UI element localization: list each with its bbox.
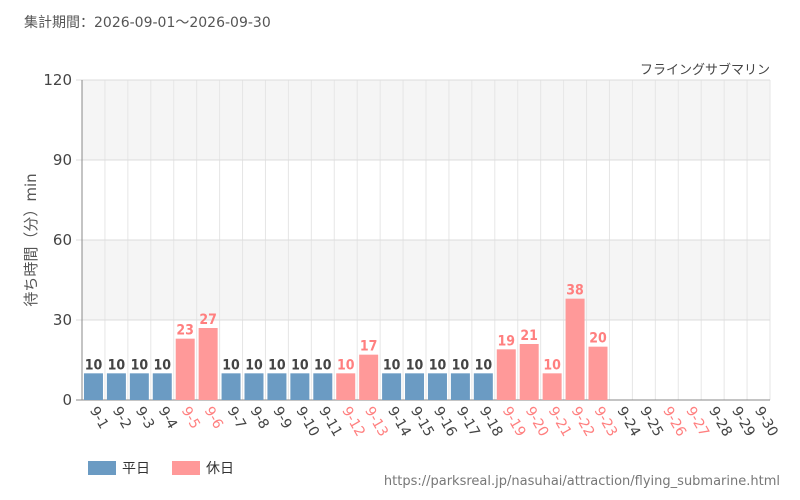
bar-value-label: 10 [406,357,424,373]
bar-value-label: 10 [475,357,493,373]
bar [565,298,585,400]
bar [336,373,356,400]
y-tick-label: 90 [53,151,72,169]
x-tick-label: 9-24 [613,404,643,440]
bar [290,373,310,400]
x-tick-label: 9-27 [682,404,712,440]
x-tick-label: 9-29 [728,404,758,440]
bar [427,373,447,400]
bar [405,373,425,400]
bar-value-label: 27 [199,312,217,328]
bar [221,373,241,400]
x-tick-label: 9-26 [659,404,689,440]
x-tick-label: 9-17 [453,404,483,440]
bar-value-label: 17 [360,339,378,355]
y-tick-label: 30 [53,311,72,329]
x-tick-label: 9-30 [751,404,781,440]
legend-swatch-holiday [172,461,200,475]
bar [244,373,264,400]
x-tick-label: 9-1 [86,404,111,432]
legend-label-weekday: 平日 [122,461,150,477]
bar-value-label: 10 [245,357,263,373]
x-tick-label: 9-20 [522,404,552,440]
period-label: 集計期間：2026-09-01～2026-09-30 [24,15,271,31]
bar-value-label: 10 [268,357,286,373]
bar-value-label: 10 [452,357,470,373]
x-tick-label: 9-18 [476,404,506,440]
bar [129,373,149,400]
bar-value-label: 20 [589,331,607,347]
bar-value-label: 10 [108,357,126,373]
bar [382,373,402,400]
bar-value-label: 10 [383,357,401,373]
bar [588,346,608,400]
legend-swatch-weekday [88,461,116,475]
y-tick-label: 120 [43,71,72,89]
x-tick-label: 9-23 [591,404,621,440]
bar [106,373,126,400]
x-tick-label: 9-8 [247,404,272,432]
x-tick-label: 9-5 [178,404,203,432]
bar [496,349,516,400]
bar-value-label: 10 [337,357,355,373]
x-tick-label: 9-25 [636,404,666,440]
bar [313,373,333,400]
x-tick-label: 9-13 [361,404,391,440]
bar-value-label: 10 [291,357,309,373]
bar-value-label: 38 [566,283,584,299]
bar [473,373,493,400]
x-tick-label: 9-14 [384,404,414,440]
bar-value-label: 10 [314,357,332,373]
source-url[interactable]: https://parksreal.jp/nasuhai/attraction/… [383,474,780,489]
bar [152,373,172,400]
bar-value-label: 10 [131,357,149,373]
bar-value-label: 10 [222,357,240,373]
bar-value-label: 10 [543,357,561,373]
bar-value-label: 10 [429,357,447,373]
bar-value-label: 21 [520,328,538,344]
legend-label-holiday: 休日 [206,461,234,477]
y-tick-label: 60 [53,231,72,249]
x-tick-label: 9-28 [705,404,735,440]
x-tick-label: 9-10 [292,404,322,440]
x-tick-label: 9-22 [568,404,598,440]
bar-value-label: 19 [498,333,516,349]
x-tick-label: 9-2 [109,404,134,432]
bar [198,328,218,400]
bar-value-label: 10 [85,357,103,373]
x-tick-label: 9-19 [499,404,529,440]
bar [175,338,195,400]
y-axis-label: 待ち時間（分）min [22,173,40,306]
legend-item-weekday: 平日 [88,458,150,478]
bar [450,373,470,400]
x-tick-label: 9-16 [430,404,460,440]
bar [267,373,287,400]
bar [519,344,539,400]
x-tick-label: 9-6 [201,404,226,432]
x-tick-label: 9-11 [315,404,345,440]
x-tick-label: 9-15 [407,404,437,440]
bar-value-label: 23 [176,323,194,339]
bar [542,373,562,400]
bar [359,354,379,400]
wait-time-chart: 0 30 60 90 120 10 9-1 10 9-2 10 9-3 10 9-4 23 9-5 27 9-6… [22,62,781,440]
x-tick-label: 9-12 [338,404,368,440]
x-tick-label: 9-7 [224,404,249,432]
bar [83,373,103,400]
y-tick-label: 0 [62,391,72,409]
x-tick-label: 9-9 [269,404,294,432]
bar-value-label: 10 [154,357,172,373]
chart-title: フライングサブマリン [640,62,770,78]
legend: 平日 休日 [88,458,256,478]
x-tick-label: 9-3 [132,404,157,432]
x-tick-label: 9-21 [545,404,575,440]
x-tick-label: 9-4 [155,404,180,432]
legend-item-holiday: 休日 [172,458,234,478]
